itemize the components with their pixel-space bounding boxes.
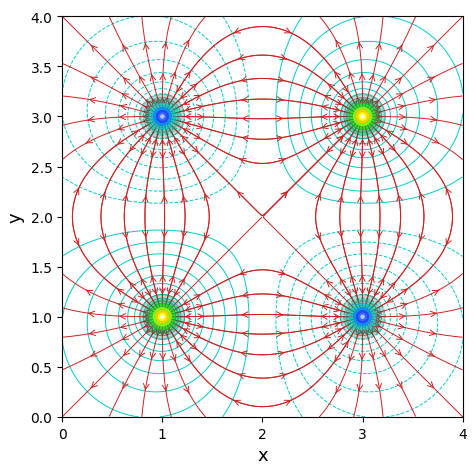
Circle shape <box>354 308 372 326</box>
Circle shape <box>156 111 168 123</box>
Circle shape <box>159 114 166 121</box>
X-axis label: x: x <box>257 446 268 464</box>
Circle shape <box>356 311 369 323</box>
Circle shape <box>149 304 175 330</box>
Circle shape <box>346 100 380 134</box>
Circle shape <box>359 314 366 320</box>
Circle shape <box>354 108 372 126</box>
Circle shape <box>153 108 171 126</box>
Circle shape <box>153 308 171 326</box>
Circle shape <box>156 311 168 323</box>
Circle shape <box>146 300 179 334</box>
Circle shape <box>140 295 184 339</box>
Circle shape <box>340 95 384 139</box>
Circle shape <box>149 104 175 130</box>
Circle shape <box>356 111 369 123</box>
Y-axis label: y: y <box>7 212 25 222</box>
Circle shape <box>161 116 164 119</box>
Circle shape <box>159 314 166 320</box>
Circle shape <box>361 116 364 119</box>
Circle shape <box>340 295 384 339</box>
Circle shape <box>349 104 375 130</box>
Circle shape <box>349 304 375 330</box>
Circle shape <box>161 316 164 318</box>
Circle shape <box>359 114 366 121</box>
Circle shape <box>140 95 184 139</box>
Circle shape <box>346 300 380 334</box>
Circle shape <box>146 100 179 134</box>
Circle shape <box>361 316 364 318</box>
